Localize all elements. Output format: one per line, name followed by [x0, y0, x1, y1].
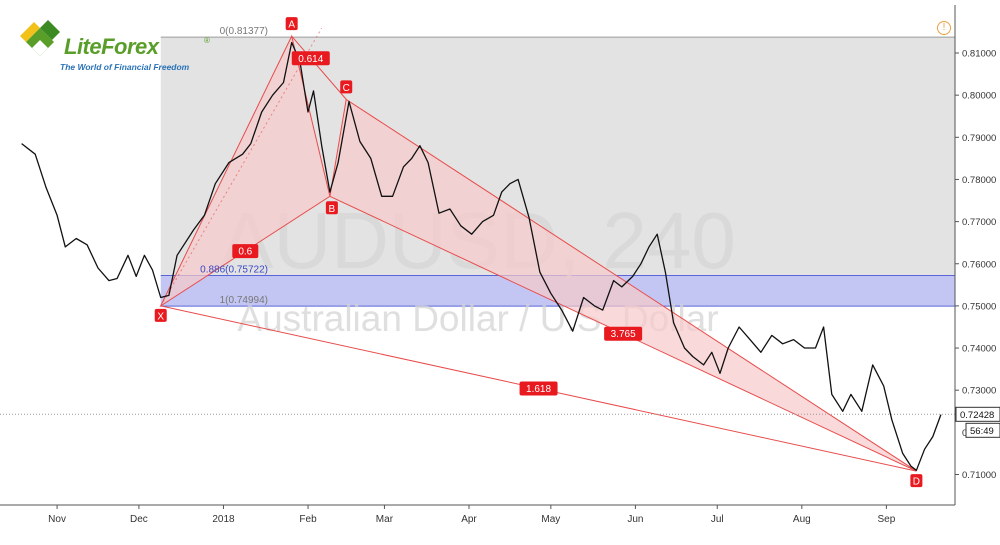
x-tick-label: 2018 — [212, 514, 235, 525]
ratio-label-xd-bg — [519, 381, 558, 396]
x-tick-label: Aug — [793, 514, 811, 525]
point-label-d: D — [913, 477, 920, 488]
pattern-ac-line — [291, 35, 347, 100]
y-axis: 0.81000 0.80000 0.79000 0.78000 0.77000 0.760… — [955, 49, 996, 481]
y-tick-label: 0.78000 — [962, 175, 996, 186]
x-axis: Nov Dec 2018 Feb Mar Apr May Jun Jul Aug Sep — [48, 505, 896, 525]
liteforex-logo[interactable]: LiteForex ® The World of Financial Freed… — [14, 14, 214, 76]
fib-label-1: 1(0.74994) — [220, 295, 268, 306]
ratio-label-xb-bg — [232, 244, 259, 259]
point-label-d-bg — [910, 474, 923, 488]
point-label-a: A — [288, 20, 295, 31]
y-tick-label: 0.76000 — [962, 259, 996, 270]
point-label-c-bg — [340, 80, 353, 94]
x-tick-label: May — [541, 514, 560, 525]
y-tick-label-partial: 0 — [962, 428, 967, 439]
ratio-label-xb: 0.6 — [238, 247, 252, 258]
x-tick-label: Dec — [130, 514, 148, 525]
pattern-xa-dashed — [160, 27, 323, 307]
y-tick-label: 0.80000 — [962, 91, 996, 102]
fib-label-0886: 0.886(0.75722) — [200, 264, 268, 275]
x-tick-label: Feb — [299, 514, 317, 525]
x-tick-label: Nov — [48, 514, 66, 525]
x-tick-label: Apr — [461, 514, 477, 525]
y-tick-label: 0.73000 — [962, 386, 996, 397]
liteforex-logo-icon — [20, 20, 60, 56]
y-tick-label: 0.71000 — [962, 470, 996, 481]
price-tags: 0.72428 56:49 — [955, 406, 1000, 438]
point-label-a-bg — [285, 17, 298, 31]
ratio-label-xd: 1.618 — [526, 384, 551, 395]
point-label-x-bg — [154, 308, 167, 322]
x-tick-label: Jun — [627, 514, 643, 525]
current-price-tag: 0.72428 — [960, 410, 994, 421]
y-tick-label: 0.81000 — [962, 49, 996, 60]
x-tick-label: Mar — [376, 514, 394, 525]
logo-tagline: The World of Financial Freedom — [60, 62, 190, 72]
x-tick-label: Sep — [877, 514, 895, 525]
y-tick-label: 0.77000 — [962, 217, 996, 228]
pattern-labels: X A B C D 0.6 0.614 3.765 1.618 — [154, 17, 923, 488]
price-series-line — [21, 41, 942, 471]
fib-labels: 0(0.81377) 0.886(0.75722) 1(0.74994) — [200, 26, 268, 306]
ratio-label-ac: 0.614 — [298, 54, 323, 65]
point-label-x: X — [157, 311, 164, 322]
logo-registered-mark: ® — [204, 36, 210, 45]
current-price-tag-bg — [955, 406, 1000, 422]
y-tick-label: 0.75000 — [962, 301, 996, 312]
ratio-label-bd-bg — [604, 326, 643, 341]
y-tick-label: 0.79000 — [962, 133, 996, 144]
ratio-label-ac-bg — [291, 51, 330, 66]
alert-icon[interactable]: ! — [937, 21, 951, 35]
ratio-label-bd: 3.765 — [611, 329, 636, 340]
point-label-b-bg — [325, 201, 338, 215]
x-tick-label: Jul — [711, 514, 724, 525]
point-label-b: B — [329, 204, 336, 215]
point-label-c: C — [343, 83, 350, 94]
fib-label-0: 0(0.81377) — [220, 26, 268, 37]
countdown-tag: 56:49 — [970, 426, 994, 437]
logo-brand-name: LiteForex — [64, 34, 159, 59]
countdown-tag-bg — [965, 422, 1000, 438]
y-tick-label: 0.74000 — [962, 344, 996, 355]
